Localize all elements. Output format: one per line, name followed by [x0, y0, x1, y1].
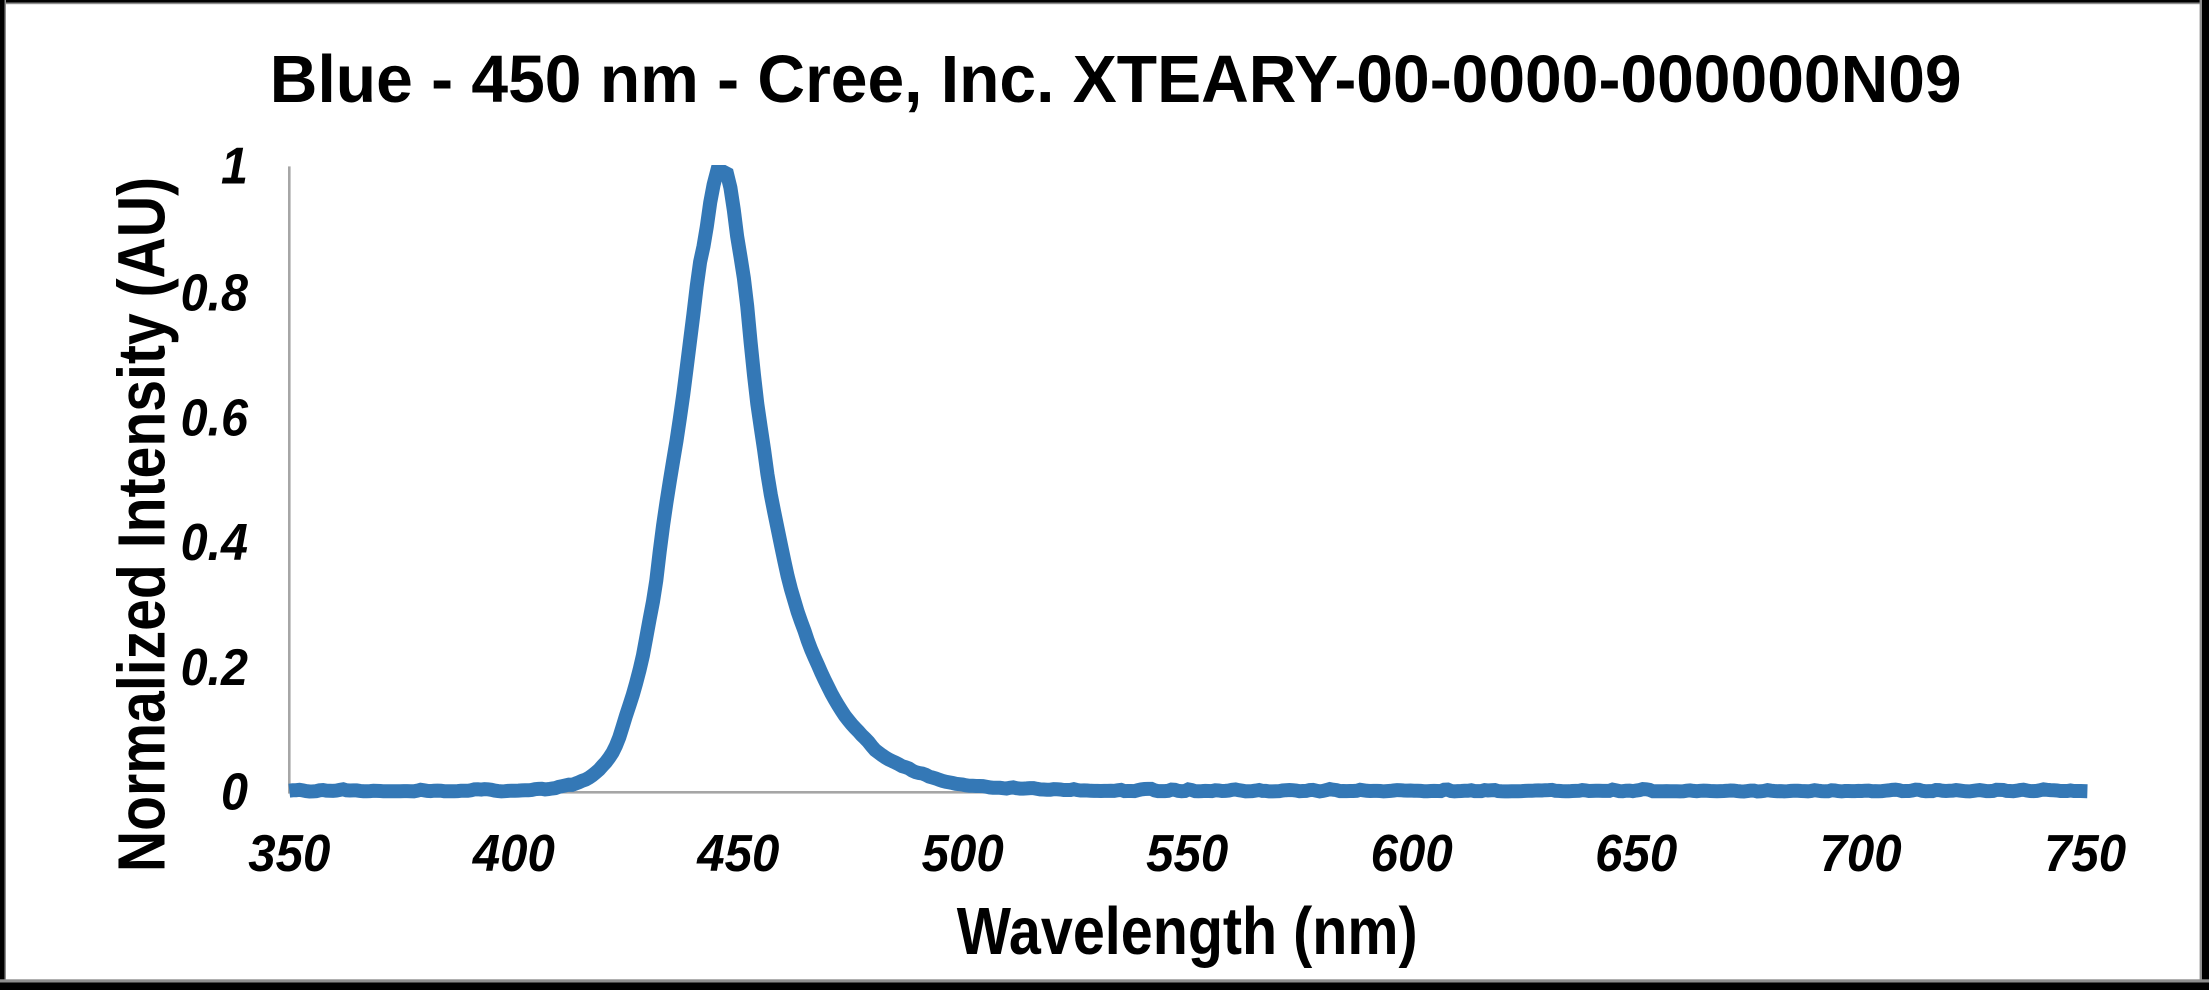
- svg-text:350: 350: [248, 824, 330, 883]
- svg-text:700: 700: [1820, 824, 1902, 883]
- svg-text:600: 600: [1371, 824, 1453, 883]
- svg-text:1: 1: [221, 137, 248, 195]
- svg-text:0.8: 0.8: [181, 264, 249, 322]
- svg-text:400: 400: [472, 824, 555, 883]
- svg-text:650: 650: [1595, 824, 1677, 883]
- svg-text:500: 500: [922, 824, 1004, 883]
- svg-text:Blue - 450 nm - Cree, Inc. XTE: Blue - 450 nm - Cree, Inc. XTEARY-00-000…: [270, 43, 1962, 118]
- svg-text:0.6: 0.6: [181, 389, 250, 447]
- svg-text:450: 450: [696, 824, 779, 883]
- svg-text:550: 550: [1146, 824, 1228, 883]
- svg-text:Normalized Intensity (AU): Normalized Intensity (AU): [105, 177, 179, 872]
- svg-text:750: 750: [2044, 824, 2126, 883]
- svg-text:0: 0: [221, 763, 248, 821]
- svg-text:0.2: 0.2: [181, 639, 249, 697]
- svg-text:0.4: 0.4: [181, 514, 248, 572]
- svg-text:Wavelength (nm): Wavelength (nm): [957, 894, 1418, 969]
